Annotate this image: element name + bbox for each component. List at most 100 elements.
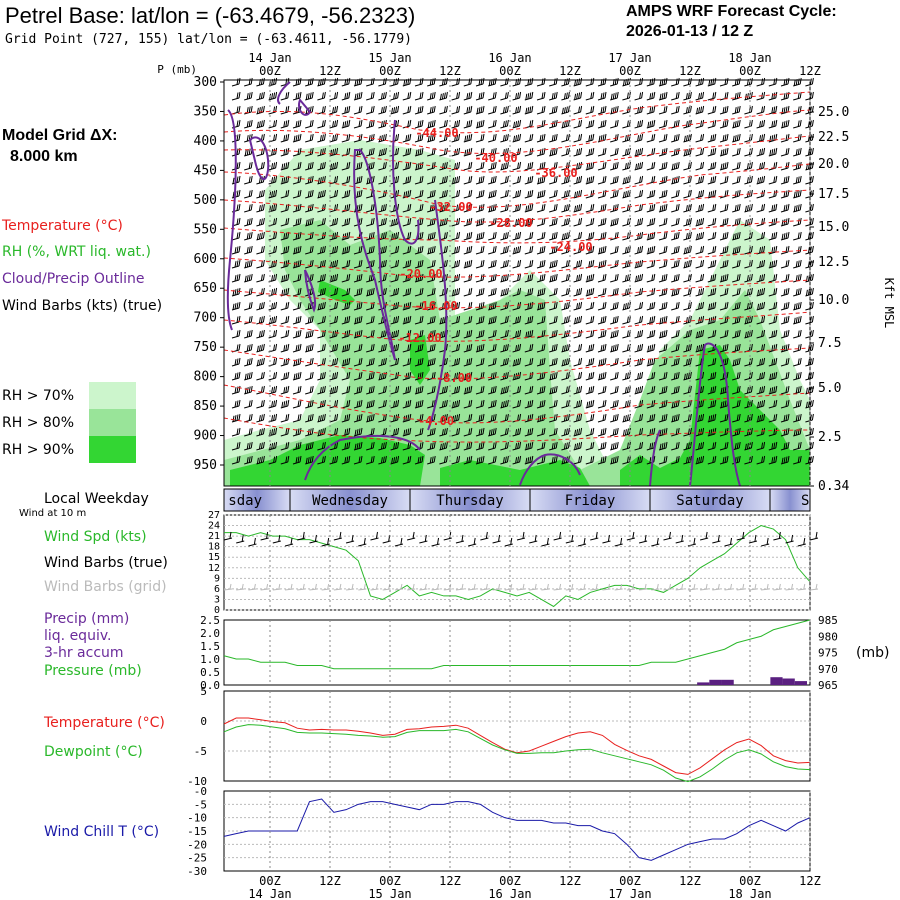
wind-barb	[719, 287, 729, 297]
wind-barb	[427, 315, 436, 325]
wind-barb	[561, 217, 570, 227]
wind-barb	[573, 119, 583, 129]
rh-legend-80: RH > 80%	[2, 415, 75, 431]
wind-barb	[341, 161, 351, 171]
wind-barb	[341, 329, 351, 339]
wind-barb	[402, 147, 412, 157]
wind-barb	[427, 427, 436, 437]
wind-barb	[378, 105, 387, 115]
wind-barb	[780, 161, 790, 171]
wind-barb	[329, 161, 339, 171]
wind-barb	[756, 329, 766, 339]
wind-barb	[317, 91, 326, 101]
wind-barb	[707, 77, 717, 87]
wind-barb	[561, 273, 570, 283]
weekday-label: Wednesday	[312, 493, 388, 509]
wind-barb	[732, 133, 741, 143]
kft-tick-label: 2.5	[818, 430, 841, 445]
wind-barb	[402, 343, 412, 353]
wind-barb	[439, 413, 448, 423]
wind-barb	[329, 273, 339, 283]
wind-barb	[512, 287, 522, 297]
wind-barb	[451, 329, 461, 339]
grid-wind-barb	[529, 583, 538, 591]
time-tick-bottom: 12Z	[799, 874, 821, 888]
wind-barb	[683, 231, 692, 241]
wind-barbs-grid-label: Wind Barbs (grid)	[44, 579, 167, 595]
wind-barb	[488, 301, 497, 311]
wind-barb	[390, 259, 400, 269]
wind-barb	[768, 147, 778, 157]
grid-wind-barb	[394, 583, 403, 591]
grid-wind-barb	[346, 583, 355, 591]
precip-tick-label: 0.0	[200, 679, 220, 692]
wind-barb	[610, 413, 619, 423]
wind-barb	[805, 343, 814, 353]
wind-barb	[671, 133, 680, 143]
wind-barb	[280, 231, 290, 241]
wind-barb	[292, 105, 302, 115]
wind-barb	[414, 315, 424, 325]
wind-barb	[475, 399, 485, 409]
wind-barb	[707, 259, 717, 269]
wind-barb	[524, 371, 534, 381]
kft-tick-label: 22.5	[818, 130, 849, 145]
wind-barb	[329, 245, 339, 255]
date-tick-top: 15 Jan	[368, 51, 411, 65]
wind-barb	[231, 273, 241, 283]
surface-wind-barb	[284, 537, 294, 547]
wind-barb	[683, 133, 692, 143]
surface-wind-barb	[480, 531, 489, 541]
weekday-band	[290, 489, 410, 511]
wind-barb	[793, 203, 802, 213]
wind-barb	[549, 455, 558, 465]
wind-barb	[524, 301, 534, 311]
wind-barb	[256, 259, 265, 269]
pressure-tick-label: 900	[194, 429, 217, 444]
wind-barb	[634, 147, 644, 157]
wind-barb	[414, 189, 424, 199]
date-tick-bottom: 16 Jan	[488, 887, 531, 900]
wind-barb	[768, 315, 778, 325]
wind-barb	[707, 301, 717, 311]
wind-barb	[805, 273, 814, 283]
wind-barb	[524, 161, 534, 171]
wind-barb	[463, 147, 473, 157]
wind-barb	[317, 259, 326, 269]
wind-barb	[610, 203, 619, 213]
wind-barb	[305, 203, 314, 213]
wind-barb	[549, 133, 558, 143]
wind-barb	[500, 315, 509, 325]
wind-barb	[353, 399, 363, 409]
temperature-line	[223, 717, 811, 775]
wind-barb	[488, 259, 497, 269]
grid-wind-barb	[223, 583, 233, 591]
precip-bar	[770, 677, 783, 685]
wind-barb	[585, 385, 595, 395]
wind-barb	[549, 105, 558, 115]
rh-swatch-70	[89, 382, 136, 409]
wind-barb	[378, 217, 387, 227]
wind-barb	[305, 399, 314, 409]
wind-barb	[768, 273, 778, 283]
wind-barb	[732, 343, 741, 353]
surface-wind-barb	[516, 531, 526, 541]
wind-barb	[756, 273, 766, 283]
wind-barb	[475, 413, 485, 423]
wind-barb	[427, 77, 436, 87]
wind-barb	[341, 385, 351, 395]
wind-barb	[719, 217, 729, 227]
wind-barb	[658, 259, 668, 269]
grid-wind-barb	[480, 583, 489, 591]
wind-barb	[549, 189, 558, 199]
wind-barb	[793, 455, 802, 465]
wind-barb	[414, 357, 424, 367]
wind-barb	[439, 133, 448, 143]
wind-barb	[707, 371, 717, 381]
wind-barb	[439, 91, 448, 101]
wind-barb	[390, 315, 400, 325]
wind-tick-label: 27	[208, 510, 220, 521]
wind-barb	[671, 161, 680, 171]
wind-barb	[561, 287, 570, 297]
surface-wind-barb	[675, 534, 684, 544]
